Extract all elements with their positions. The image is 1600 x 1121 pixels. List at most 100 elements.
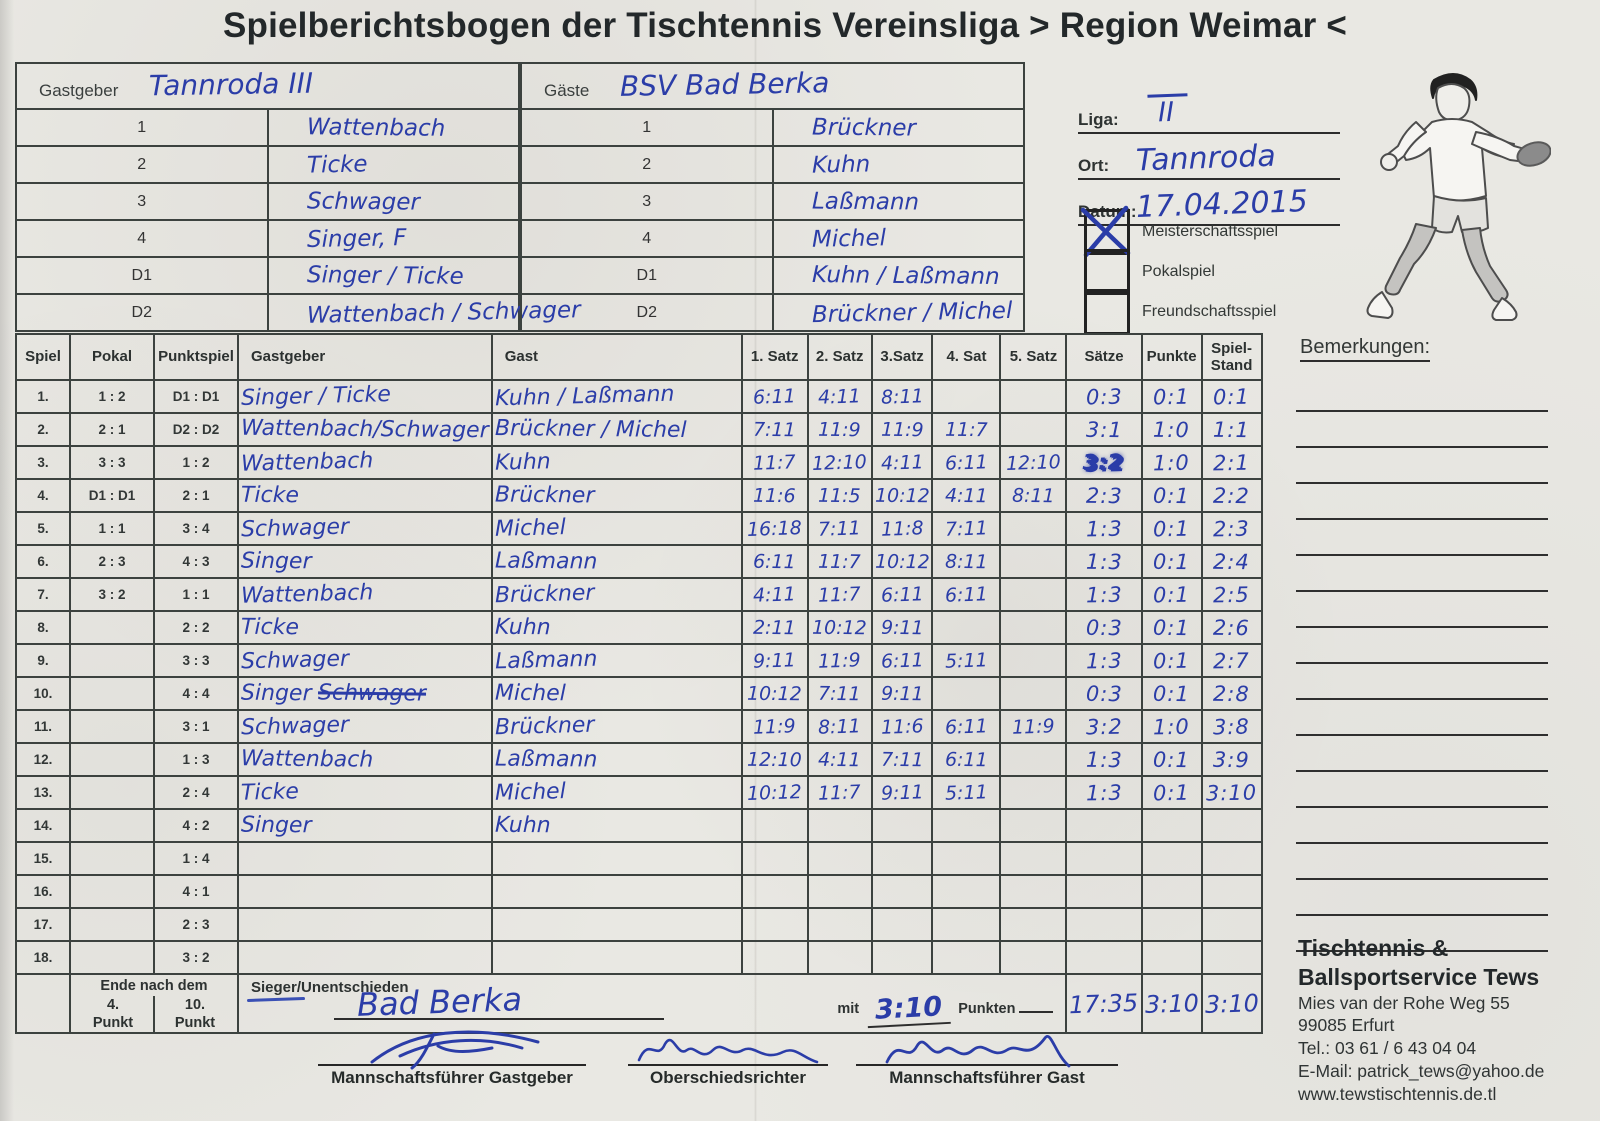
pokal-order bbox=[69, 709, 155, 744]
gastgeber-player-cell: Singer bbox=[237, 808, 493, 843]
signature-scribble-referee bbox=[637, 1038, 819, 1064]
company-info: Tischtennis & Ballsportservice Tews Mies… bbox=[1298, 934, 1568, 1105]
punktspiel-order: D1 : D1 bbox=[153, 379, 239, 414]
punktspiel-order: 4 : 3 bbox=[153, 544, 239, 579]
punkte-cell bbox=[1140, 808, 1203, 843]
spiel-number: 10. bbox=[15, 676, 71, 711]
satz4-cell bbox=[931, 610, 1002, 645]
signature-block-referee: Oberschiedsrichter bbox=[628, 1028, 828, 1088]
match-row: 16. 4 : 1 bbox=[15, 874, 1263, 909]
match-row: 12. 1 : 3 Wattenbach Laßmann 12:10 4:11 … bbox=[15, 742, 1263, 777]
satz3-cell: 9:11 bbox=[870, 676, 934, 711]
gast-player-cell: Brückner bbox=[490, 709, 743, 744]
punktspiel-order: 1 : 1 bbox=[153, 577, 239, 612]
pokal-order bbox=[69, 742, 155, 777]
page-title: Spielberichtsbogen der Tischtennis Verei… bbox=[222, 6, 1348, 45]
satz3-cell: 11:8 bbox=[870, 511, 934, 546]
ende-label: Ende nach dem bbox=[100, 978, 208, 994]
col-header-punktspiel: Punktspiel bbox=[153, 333, 239, 381]
punkte-cell: 1:0 bbox=[1140, 412, 1203, 447]
satz1-cell: 4:11 bbox=[740, 577, 809, 612]
gastgeber-player-cell: Wattenbach/Schwager bbox=[237, 412, 493, 447]
satz4-cell bbox=[931, 874, 1002, 909]
col-header-gast: Gast bbox=[490, 333, 743, 381]
satz5-cell bbox=[999, 379, 1068, 414]
satz4-cell: 5:11 bbox=[931, 643, 1002, 678]
satz1-cell: 12:10 bbox=[740, 742, 809, 777]
table-tennis-player-illustration bbox=[1356, 70, 1552, 337]
saetze-cell: 1:3 bbox=[1065, 577, 1143, 612]
punkte-cell: 0:1 bbox=[1140, 577, 1203, 612]
winner-line bbox=[334, 1018, 664, 1021]
satz5-cell bbox=[999, 742, 1068, 777]
satz4-cell: 6:11 bbox=[931, 742, 1002, 777]
punkte-cell: 1:0 bbox=[1140, 709, 1203, 744]
col-header-satz2: 2. Satz bbox=[806, 333, 873, 381]
signature-scribble-guest bbox=[885, 1035, 1071, 1068]
pokal-order bbox=[69, 610, 155, 645]
endstand-total-cell: 3:10 bbox=[1200, 972, 1263, 1035]
punktspiel-order: 3 : 4 bbox=[153, 511, 239, 546]
satz5-cell: 8:11 bbox=[999, 478, 1068, 513]
satz3-cell: 6:11 bbox=[870, 577, 934, 612]
satz3-cell: 10:12 bbox=[870, 478, 934, 513]
spielstand-cell: 2:6 bbox=[1200, 610, 1263, 645]
match-row: 17. 2 : 3 bbox=[15, 907, 1263, 942]
points-value-handwritten: 3:10 bbox=[866, 991, 952, 1029]
pokal-order bbox=[69, 643, 155, 678]
pokal-order: 1 : 1 bbox=[69, 511, 155, 546]
gastgeber-player-cell: Wattenbach bbox=[237, 742, 493, 777]
saetze-cell: 3:2 bbox=[1065, 709, 1143, 744]
pokal-order bbox=[69, 676, 155, 711]
satz1-cell: 6:11 bbox=[740, 379, 809, 414]
satz1-cell: 11:6 bbox=[740, 478, 809, 513]
satz3-cell: 11:9 bbox=[870, 412, 934, 447]
spiel-number: 15. bbox=[15, 841, 71, 876]
match-row: 1. 1 : 2 D1 : D1 Singer / Ticke Kuhn / L… bbox=[15, 379, 1263, 414]
satz3-cell: 10:12 bbox=[870, 544, 934, 579]
spielstand-cell: 3:9 bbox=[1200, 742, 1263, 777]
pokal-order bbox=[69, 775, 155, 810]
gast-player-cell: Laßmann bbox=[490, 643, 743, 678]
host-player: Wattenbach / Schwager bbox=[266, 293, 580, 332]
match-row: 2. 2 : 1 D2 : D2 Wattenbach/Schwager Brü… bbox=[15, 412, 1263, 447]
guest-player: Kuhn bbox=[771, 145, 1025, 184]
table-footer-row: Ende nach dem 4. Punkt 10. Punkt Sieger/Un… bbox=[15, 972, 1263, 1035]
host-pos: 2 bbox=[15, 145, 269, 184]
gast-player-cell: Brückner / Michel bbox=[490, 412, 743, 447]
satz2-cell: 11:7 bbox=[806, 775, 873, 810]
satz2-cell: 12:10 bbox=[806, 445, 873, 480]
punktspiel-order: 3 : 2 bbox=[153, 940, 239, 975]
satz4-cell: 4:11 bbox=[931, 478, 1002, 513]
satz5-cell bbox=[999, 412, 1068, 447]
spielstand-cell: 2:4 bbox=[1200, 544, 1263, 579]
satz2-cell: 8:11 bbox=[806, 709, 873, 744]
punkte-cell: 0:1 bbox=[1140, 544, 1203, 579]
punkte-cell bbox=[1140, 907, 1203, 942]
punktspiel-order: D2 : D2 bbox=[153, 412, 239, 447]
host-pos: D2 bbox=[15, 293, 269, 332]
spiel-number: 17. bbox=[15, 907, 71, 942]
remarks-label: Bemerkungen: bbox=[1300, 336, 1431, 362]
guest-pos: D1 bbox=[520, 256, 774, 295]
guest-player: Brückner bbox=[771, 108, 1025, 147]
saetze-cell bbox=[1065, 874, 1143, 909]
company-phone: Tel.: 03 61 / 6 43 04 04 bbox=[1298, 1038, 1477, 1058]
gast-player-cell: Laßmann bbox=[490, 544, 743, 579]
punkte-cell: 0:1 bbox=[1140, 478, 1203, 513]
saetze-cell bbox=[1065, 940, 1143, 975]
gastgeber-player-cell: Ticke bbox=[237, 478, 493, 513]
gast-player-cell: Michel bbox=[490, 775, 743, 810]
liga-label: Liga: bbox=[1078, 110, 1119, 129]
satz5-cell bbox=[999, 808, 1068, 843]
remark-line bbox=[1296, 448, 1548, 484]
punktspiel-order: 1 : 4 bbox=[153, 841, 239, 876]
saetze-cell bbox=[1065, 841, 1143, 876]
saetze-cell bbox=[1065, 808, 1143, 843]
spiel-number: 3. bbox=[15, 445, 71, 480]
satz1-cell bbox=[740, 841, 809, 876]
guest-pos: 1 bbox=[520, 108, 774, 147]
satz2-cell: 4:11 bbox=[806, 742, 873, 777]
pokal-order bbox=[69, 808, 155, 843]
